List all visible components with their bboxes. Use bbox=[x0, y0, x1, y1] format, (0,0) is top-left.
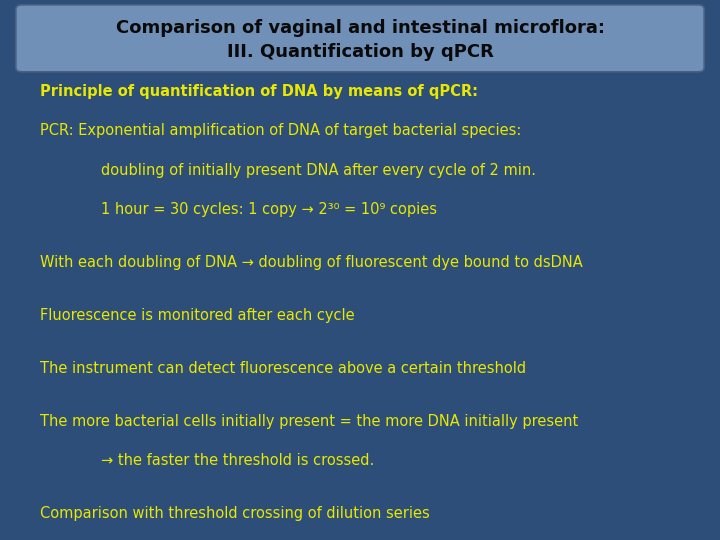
Text: 1 hour = 30 cycles: 1 copy → 2³⁰ = 10⁹ copies: 1 hour = 30 cycles: 1 copy → 2³⁰ = 10⁹ c… bbox=[101, 202, 437, 217]
Text: With each doubling of DNA → doubling of fluorescent dye bound to dsDNA: With each doubling of DNA → doubling of … bbox=[40, 255, 582, 270]
Text: doubling of initially present DNA after every cycle of 2 min.: doubling of initially present DNA after … bbox=[101, 163, 536, 178]
Text: III. Quantification by qPCR: III. Quantification by qPCR bbox=[227, 43, 493, 62]
FancyBboxPatch shape bbox=[16, 5, 704, 72]
Text: → the faster the threshold is crossed.: → the faster the threshold is crossed. bbox=[101, 453, 374, 468]
Text: Comparison with threshold crossing of dilution series: Comparison with threshold crossing of di… bbox=[40, 506, 429, 521]
Text: Principle of quantification of DNA by means of qPCR:: Principle of quantification of DNA by me… bbox=[40, 84, 477, 99]
Text: PCR: Exponential amplification of DNA of target bacterial species:: PCR: Exponential amplification of DNA of… bbox=[40, 123, 521, 138]
Text: Fluorescence is monitored after each cycle: Fluorescence is monitored after each cyc… bbox=[40, 308, 354, 323]
Text: Comparison of vaginal and intestinal microflora:: Comparison of vaginal and intestinal mic… bbox=[115, 19, 605, 37]
Text: The more bacterial cells initially present = the more DNA initially present: The more bacterial cells initially prese… bbox=[40, 414, 578, 429]
Text: The instrument can detect fluorescence above a certain threshold: The instrument can detect fluorescence a… bbox=[40, 361, 526, 376]
